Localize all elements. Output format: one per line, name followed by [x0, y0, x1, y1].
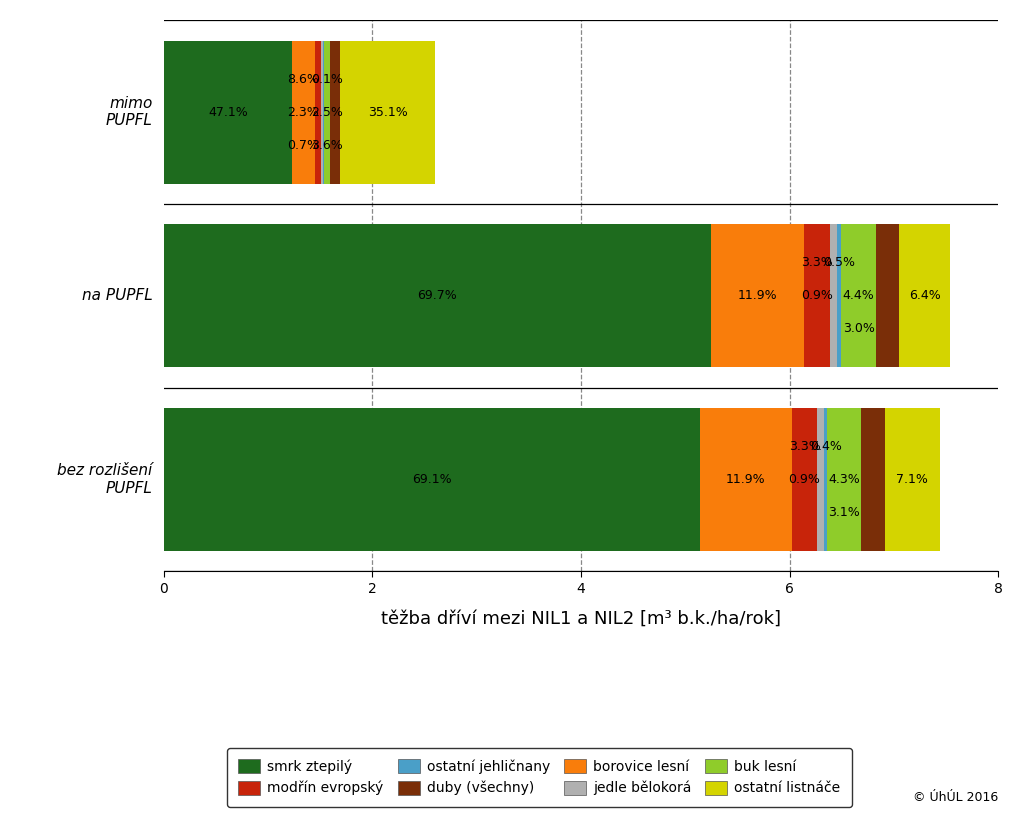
Bar [899, 224, 949, 367]
Text: 3.1%: 3.1% [828, 506, 860, 519]
Text: 3.3%: 3.3% [802, 256, 834, 269]
Text: 47.1%: 47.1% [208, 106, 248, 118]
Text: © ÚhÚL 2016: © ÚhÚL 2016 [913, 791, 998, 804]
Text: 4.3%: 4.3% [828, 473, 860, 486]
Bar [827, 408, 861, 551]
Bar [861, 408, 885, 551]
Text: 0.1%: 0.1% [311, 73, 343, 86]
Text: 35.1%: 35.1% [368, 106, 408, 118]
Bar [824, 408, 827, 551]
Text: 69.1%: 69.1% [412, 473, 452, 486]
Text: 7.1%: 7.1% [896, 473, 928, 486]
Bar [322, 41, 324, 184]
Bar [164, 224, 711, 367]
Bar [164, 408, 699, 551]
Bar [331, 41, 340, 184]
Text: 3.6%: 3.6% [311, 139, 343, 152]
Bar [164, 41, 292, 184]
Text: 0.5%: 0.5% [823, 256, 855, 269]
Bar [292, 41, 315, 184]
Bar [792, 408, 817, 551]
Text: 11.9%: 11.9% [738, 290, 777, 302]
Text: 2.3%: 2.3% [288, 106, 319, 118]
Text: 3.3%: 3.3% [788, 440, 820, 453]
Legend: smrk ztepilý, modřín evropský, ostatní jehličnany, duby (všechny), borovice lesn: smrk ztepilý, modřín evropský, ostatní j… [227, 747, 852, 806]
Text: 0.4%: 0.4% [810, 440, 842, 453]
Text: 4.4%: 4.4% [843, 290, 874, 302]
Text: 69.7%: 69.7% [418, 290, 458, 302]
Bar [340, 41, 435, 184]
Bar [711, 224, 805, 367]
Text: 2.5%: 2.5% [311, 106, 343, 118]
Bar [830, 224, 838, 367]
X-axis label: těžba dříví mezi NIL1 a NIL2 [m³ b.k./ha/rok]: těžba dříví mezi NIL1 a NIL2 [m³ b.k./ha… [381, 610, 781, 628]
Bar [838, 224, 842, 367]
Bar [315, 41, 322, 184]
Bar [817, 408, 824, 551]
Bar [324, 41, 331, 184]
Bar [805, 224, 830, 367]
Text: 0.7%: 0.7% [288, 139, 319, 152]
Bar [876, 224, 899, 367]
Bar [842, 224, 876, 367]
Text: 6.4%: 6.4% [908, 290, 940, 302]
Bar [885, 408, 940, 551]
Text: 11.9%: 11.9% [726, 473, 766, 486]
Text: 0.9%: 0.9% [788, 473, 820, 486]
Text: 3.0%: 3.0% [843, 322, 874, 335]
Text: 8.6%: 8.6% [288, 73, 319, 86]
Bar [699, 408, 792, 551]
Text: 0.9%: 0.9% [802, 290, 834, 302]
